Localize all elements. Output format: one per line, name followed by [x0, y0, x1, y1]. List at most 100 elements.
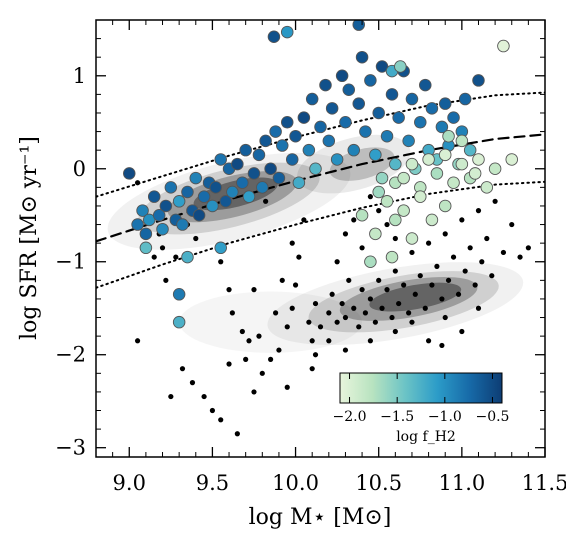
black-dot-107 — [251, 389, 257, 395]
black-dot-19 — [268, 356, 274, 362]
black-dot-29 — [326, 310, 332, 316]
black-dot-8 — [189, 380, 196, 386]
colored-point-104 — [480, 181, 494, 194]
colored-point-38 — [285, 153, 299, 166]
colored-point-113 — [364, 255, 377, 268]
black-dot-42 — [379, 305, 385, 311]
colorbar-tick-label-3: −0.5 — [475, 409, 509, 425]
colored-point-34 — [269, 125, 282, 138]
black-dot-17 — [256, 333, 262, 339]
colored-point-39 — [289, 129, 302, 143]
black-dot-87 — [475, 305, 482, 311]
colored-circle-series — [123, 20, 518, 329]
black-dot-66 — [479, 259, 485, 265]
y-tick-label-1: 0 — [73, 157, 86, 181]
colored-point-15 — [189, 171, 203, 185]
black-dot-48 — [406, 310, 412, 316]
black-dot-34 — [346, 277, 352, 283]
colored-point-80 — [458, 92, 472, 106]
colored-point-61 — [380, 129, 394, 143]
black-dot-series — [134, 180, 531, 437]
colored-point-85 — [139, 241, 153, 255]
colored-point-51 — [339, 116, 352, 129]
colored-point-122 — [455, 134, 469, 148]
colored-point-30 — [252, 148, 266, 162]
colored-point-28 — [242, 190, 256, 203]
y-tick-label-3: −2 — [55, 343, 86, 367]
black-dot-16 — [239, 328, 245, 335]
colored-point-22 — [219, 195, 232, 208]
colorbar: −2.0 −1.5 −1.0 −0.5 log f_H2 — [333, 372, 509, 445]
black-dot-75 — [376, 208, 382, 214]
colored-point-100 — [447, 176, 460, 189]
black-dot-98 — [251, 287, 257, 293]
colored-point-72 — [425, 102, 439, 115]
colored-point-92 — [394, 60, 407, 73]
colored-point-31 — [256, 181, 269, 194]
colored-point-110 — [397, 204, 410, 217]
black-dot-14 — [243, 356, 249, 362]
colored-point-35 — [272, 171, 286, 185]
black-dot-59 — [450, 254, 457, 260]
black-dot-43 — [384, 287, 390, 293]
black-dot-99 — [229, 310, 235, 316]
colored-point-6 — [152, 209, 166, 222]
black-dot-9 — [201, 393, 207, 400]
black-dot-67 — [484, 235, 490, 242]
black-dot-41 — [376, 277, 382, 283]
black-dot-92 — [367, 338, 373, 344]
black-dot-56 — [439, 296, 445, 302]
density-contour-6 — [339, 276, 478, 321]
dotted-line-1 — [96, 91, 545, 198]
colored-point-3 — [139, 227, 153, 241]
black-dot-11 — [218, 417, 224, 423]
black-dot-70 — [500, 249, 507, 256]
axes: 9.0 9.5 10.0 10.5 11.0 11.5 1 0 −1 −2 −3 — [55, 20, 566, 495]
colored-point-17 — [197, 190, 211, 203]
black-dot-25 — [306, 319, 312, 325]
colored-point-84 — [214, 241, 227, 255]
black-dot-88 — [439, 342, 445, 349]
colored-point-58 — [369, 148, 382, 162]
colored-point-95 — [405, 157, 419, 171]
black-dot-49 — [409, 249, 415, 256]
colorbar-gradient — [339, 372, 503, 404]
colored-point-1 — [131, 218, 144, 231]
colored-point-54 — [352, 97, 365, 110]
colored-point-99 — [438, 148, 452, 162]
colored-point-98 — [430, 167, 444, 180]
colored-point-77 — [447, 111, 460, 124]
black-dot-83 — [409, 319, 415, 325]
black-dot-81 — [334, 259, 340, 265]
colored-point-20 — [209, 181, 222, 194]
colored-point-107 — [497, 39, 510, 53]
colored-point-49 — [330, 153, 344, 166]
black-dot-57 — [442, 231, 448, 237]
colored-point-63 — [389, 157, 402, 171]
colored-point-74 — [435, 120, 449, 134]
colored-point-55 — [355, 50, 369, 64]
colored-point-40 — [292, 176, 306, 189]
black-dot-100 — [226, 287, 232, 293]
colored-point-5 — [147, 190, 161, 203]
black-dot-55 — [434, 263, 440, 269]
black-dot-80 — [359, 245, 365, 251]
colored-point-53 — [347, 143, 361, 157]
black-dot-65 — [475, 208, 482, 214]
colorbar-tick-label-2: −1.0 — [428, 409, 462, 425]
y-tick-label-4: −3 — [55, 436, 86, 460]
colored-point-81 — [463, 143, 477, 157]
black-dot-18 — [259, 370, 265, 376]
black-dot-38 — [362, 310, 368, 316]
black-dot-20 — [276, 347, 282, 353]
colored-point-86 — [172, 288, 186, 301]
black-dot-7 — [179, 366, 186, 372]
colored-point-97 — [422, 153, 435, 166]
colored-point-11 — [172, 195, 186, 208]
colored-point-24 — [226, 185, 239, 199]
black-dot-79 — [342, 231, 349, 237]
y-tick-label-0: 1 — [73, 64, 86, 88]
x-tick-label-1: 9.5 — [196, 471, 229, 495]
colored-point-26 — [236, 176, 249, 189]
colored-point-57 — [364, 74, 377, 87]
